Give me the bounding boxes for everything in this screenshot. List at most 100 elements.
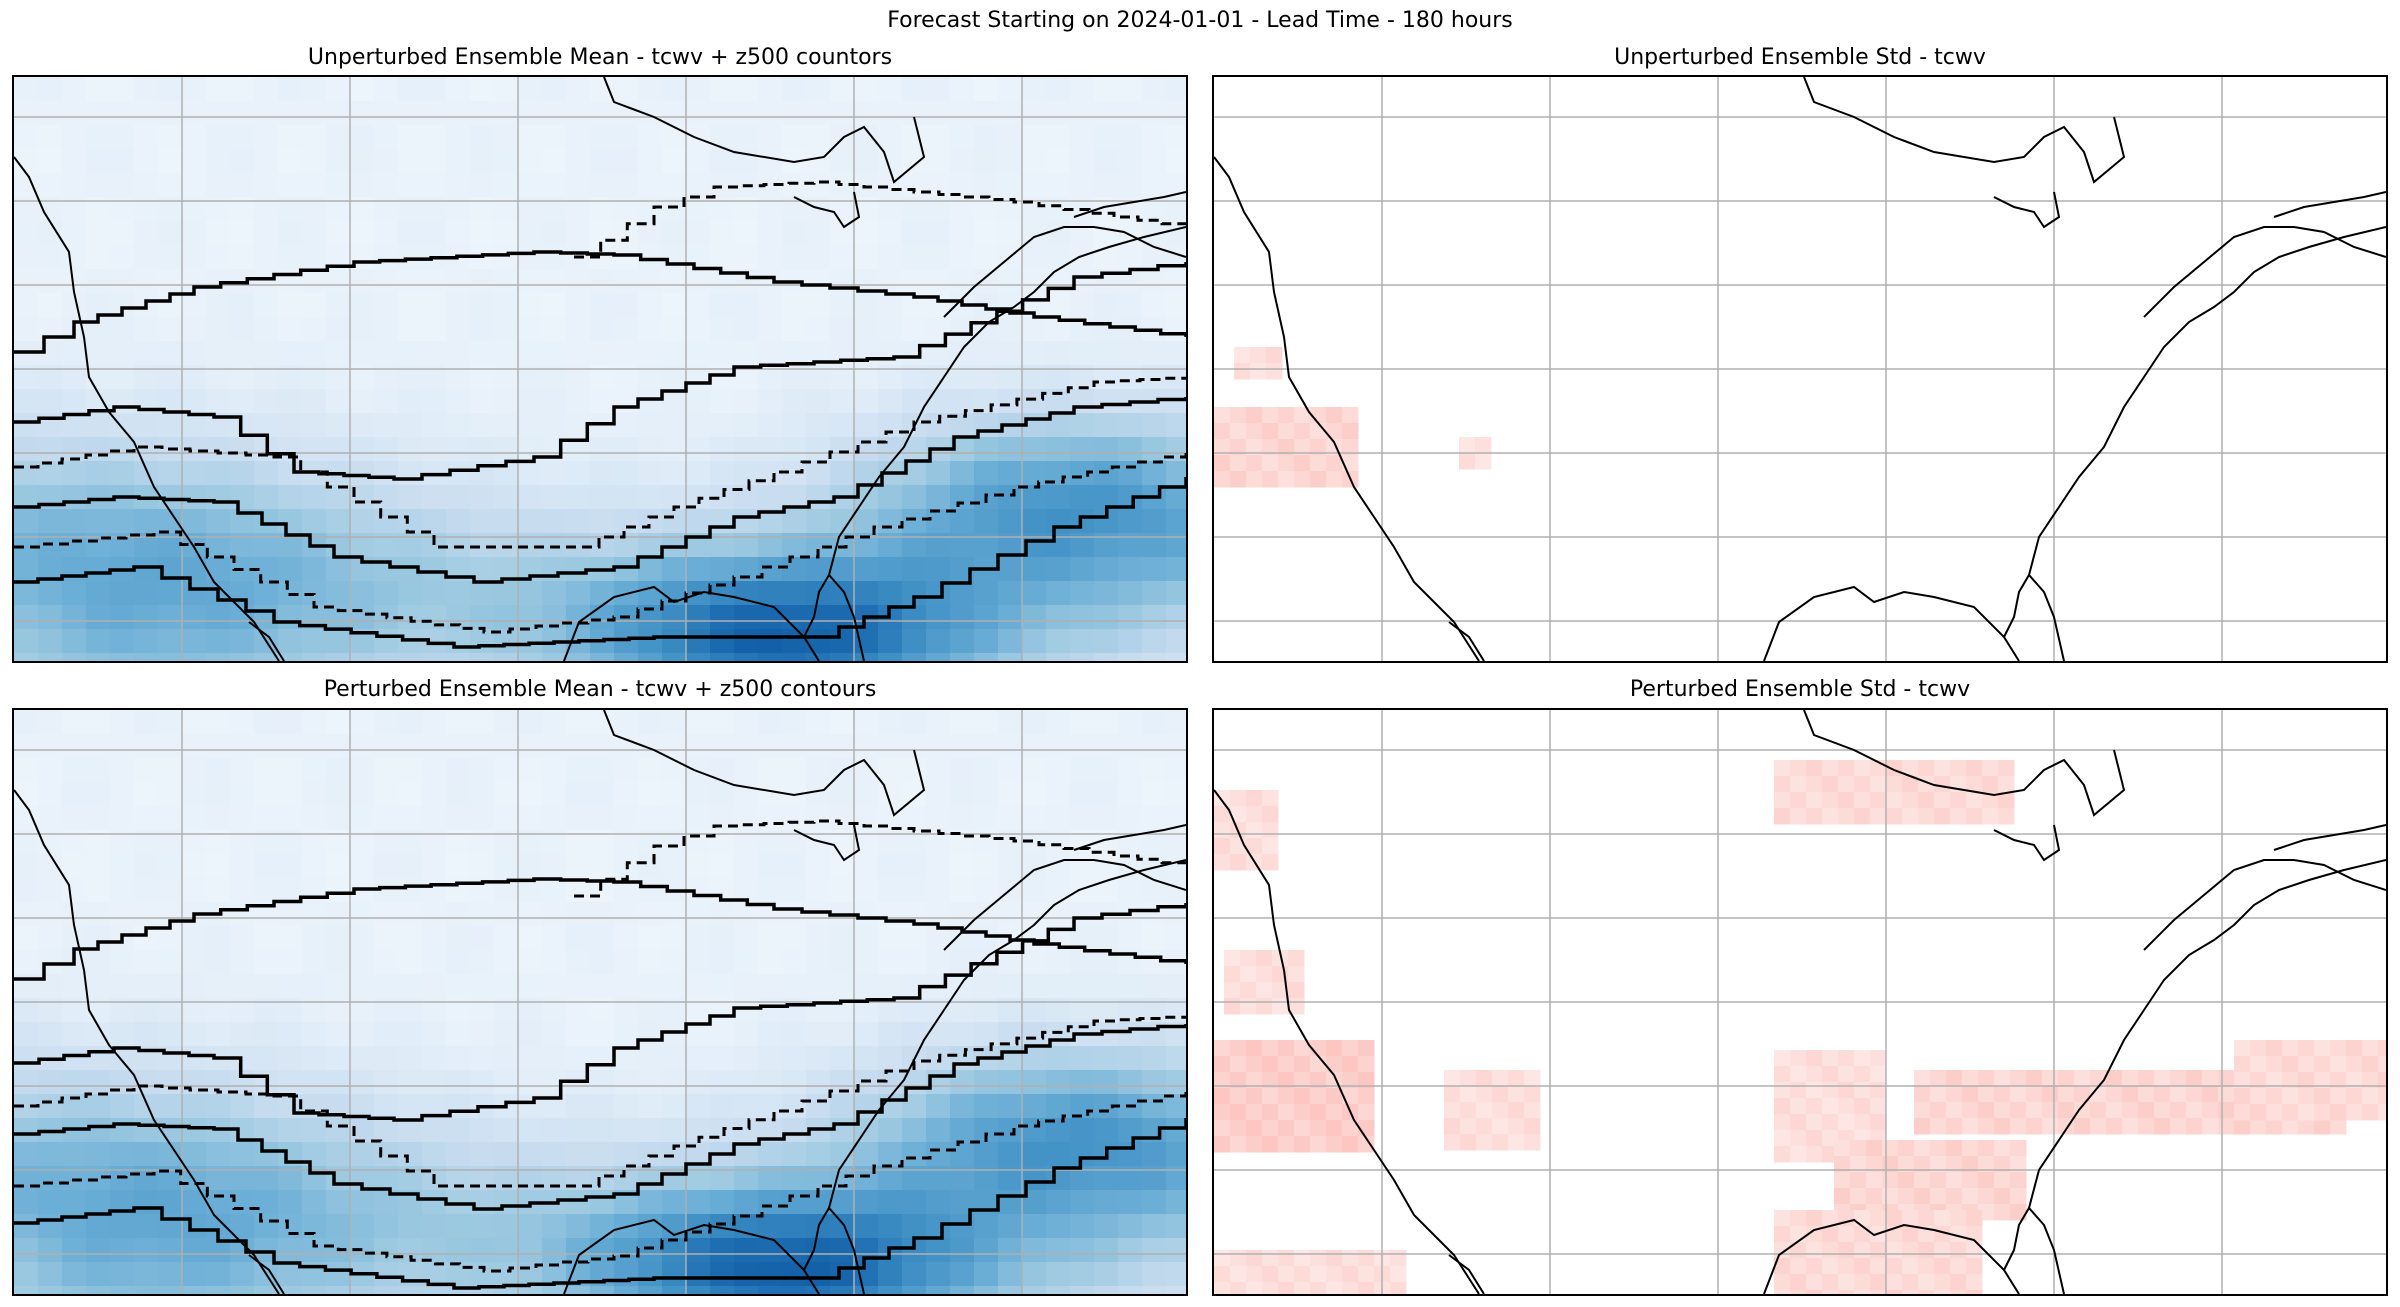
- tcwv-cell: [86, 125, 111, 150]
- tcwv-cell: [566, 758, 591, 783]
- tcwv-cell: [878, 557, 903, 582]
- tcwv-cell: [1142, 1070, 1167, 1095]
- tcwv-cell: [782, 317, 807, 342]
- tcwv-cell: [446, 629, 471, 654]
- tcwv-cell: [134, 557, 159, 582]
- tcwv-cell: [14, 710, 39, 735]
- tcwv-cell: [230, 173, 255, 198]
- std-cell: [1966, 760, 1983, 777]
- tcwv-cell: [302, 950, 327, 975]
- std-cell: [2154, 1070, 2171, 1087]
- tcwv-cell: [734, 509, 759, 534]
- coastline-3: [2003, 1206, 2065, 1294]
- tcwv-cell: [350, 1022, 375, 1047]
- tcwv-cell: [782, 629, 807, 654]
- tcwv-cell: [806, 653, 831, 661]
- tcwv-cell: [326, 926, 351, 951]
- tcwv-cell: [398, 1214, 423, 1239]
- std-cell: [1358, 1088, 1375, 1105]
- coastline-7: [793, 824, 861, 862]
- tcwv-cell: [566, 101, 591, 126]
- tcwv-cell: [638, 710, 663, 735]
- tcwv-cell: [734, 245, 759, 270]
- tcwv-cell: [158, 1118, 183, 1143]
- tcwv-cell: [518, 173, 543, 198]
- std-cell: [1492, 1102, 1509, 1119]
- std-cell: [1326, 423, 1343, 440]
- tcwv-cell: [566, 581, 591, 606]
- std-cell: [1918, 1258, 1935, 1275]
- tcwv-cell: [830, 1262, 855, 1287]
- tcwv-cell: [878, 101, 903, 126]
- tcwv-cell: [1070, 245, 1095, 270]
- tcwv-cell: [830, 926, 855, 951]
- tcwv-cell: [566, 221, 591, 246]
- tcwv-cell: [62, 653, 87, 661]
- tcwv-cell: [230, 1142, 255, 1167]
- tcwv-cell: [302, 125, 327, 150]
- tcwv-cell: [1046, 1070, 1071, 1095]
- std-cell: [1950, 1226, 1967, 1243]
- tcwv-cell: [326, 149, 351, 174]
- tcwv-cell: [182, 1046, 207, 1071]
- tcwv-cell: [854, 1190, 879, 1215]
- tcwv-cell: [110, 1142, 135, 1167]
- std-cell: [2106, 1102, 2123, 1119]
- tcwv-cell: [806, 734, 831, 759]
- std-cell: [1930, 1102, 1947, 1119]
- tcwv-cell: [326, 269, 351, 294]
- tcwv-cell: [374, 269, 399, 294]
- tcwv-cell: [254, 293, 279, 318]
- tcwv-cell: [254, 581, 279, 606]
- tcwv-cell: [446, 1070, 471, 1095]
- std-cell: [1966, 808, 1983, 825]
- tcwv-cell: [854, 461, 879, 486]
- tcwv-cell: [662, 653, 687, 661]
- tcwv-cell: [38, 221, 63, 246]
- tcwv-cell: [86, 1046, 111, 1071]
- tcwv-cell: [1142, 149, 1167, 174]
- std-cell: [1790, 1290, 1807, 1294]
- tcwv-cell: [110, 461, 135, 486]
- tcwv-cell: [278, 806, 303, 831]
- tcwv-cell: [374, 653, 399, 661]
- tcwv-cell: [62, 878, 87, 903]
- std-cell: [1962, 1086, 1979, 1103]
- tcwv-cell: [950, 1238, 975, 1263]
- std-cell: [2010, 1102, 2027, 1119]
- map-perturbed-std: [1212, 708, 2388, 1296]
- tcwv-cell: [518, 1214, 543, 1239]
- std-cell: [1358, 1072, 1375, 1089]
- tcwv-cell: [62, 341, 87, 366]
- tcwv-cell: [1046, 710, 1071, 735]
- tcwv-cell: [1166, 1094, 1186, 1119]
- tcwv-cell: [854, 653, 879, 661]
- tcwv-cell: [902, 1214, 927, 1239]
- tcwv-cell: [86, 461, 111, 486]
- tcwv-cell: [542, 509, 567, 534]
- tcwv-cell: [830, 1190, 855, 1215]
- tcwv-cell: [518, 221, 543, 246]
- tcwv-cell: [446, 1214, 471, 1239]
- std-cell: [1294, 1266, 1311, 1283]
- tcwv-cell: [518, 317, 543, 342]
- std-cell: [2346, 1088, 2363, 1105]
- std-cell: [1870, 776, 1887, 793]
- tcwv-cell: [974, 653, 999, 661]
- tcwv-cell: [830, 293, 855, 318]
- tcwv-cell: [470, 389, 495, 414]
- std-cell: [1246, 407, 1263, 424]
- tcwv-cell: [110, 509, 135, 534]
- tcwv-cell: [1022, 485, 1047, 510]
- tcwv-cell: [806, 854, 831, 879]
- tcwv-cell: [734, 101, 759, 126]
- tcwv-cell: [638, 1046, 663, 1071]
- tcwv-cell: [734, 1262, 759, 1287]
- std-cell: [1962, 1140, 1979, 1157]
- tcwv-cell: [782, 77, 807, 102]
- tcwv-cell: [278, 1190, 303, 1215]
- tcwv-cell: [1094, 629, 1119, 654]
- tcwv-cell: [1142, 926, 1167, 951]
- std-cell: [1326, 1088, 1343, 1105]
- tcwv-cell: [38, 581, 63, 606]
